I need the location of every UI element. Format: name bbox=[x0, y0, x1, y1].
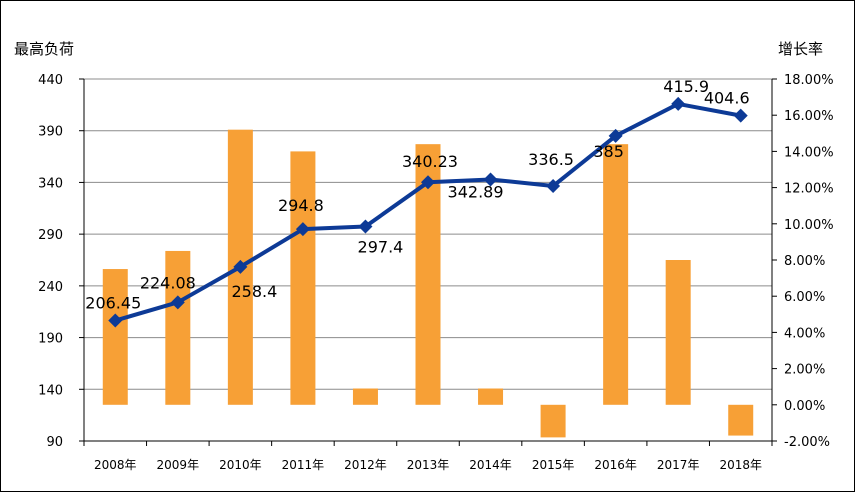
y-axis-right-title: 增长率 bbox=[778, 40, 824, 58]
y-right-tick-label: 0.00% bbox=[784, 399, 825, 414]
data-label: 294.8 bbox=[278, 196, 324, 215]
data-label: 404.6 bbox=[704, 89, 750, 108]
line-point bbox=[295, 222, 310, 237]
x-tick-label: 2011年 bbox=[282, 458, 325, 472]
x-tick-label: 2010年 bbox=[219, 458, 262, 472]
y-right-tick-label: 12.00% bbox=[784, 182, 834, 197]
data-label: 297.4 bbox=[358, 237, 404, 256]
data-label: 415.9 bbox=[663, 77, 709, 96]
line-point bbox=[671, 96, 686, 111]
y-left-tick-label: 190 bbox=[38, 332, 63, 347]
data-label: 385 bbox=[593, 142, 624, 161]
y-left-tick-label: 390 bbox=[38, 125, 63, 140]
bar bbox=[540, 404, 566, 438]
y-left-tick-label: 290 bbox=[38, 228, 63, 243]
data-label: 206.45 bbox=[85, 294, 141, 313]
bar bbox=[290, 151, 316, 405]
x-tick-label: 2015年 bbox=[532, 458, 575, 472]
x-tick-label: 2013年 bbox=[407, 458, 450, 472]
x-tick-label: 2009年 bbox=[157, 458, 200, 472]
y-left-tick-label: 140 bbox=[38, 383, 63, 398]
y-right-tick-label: 8.00% bbox=[784, 254, 825, 269]
bar bbox=[603, 144, 629, 405]
y-left-tick-label: 440 bbox=[38, 73, 63, 88]
y-right-tick-label: 16.00% bbox=[784, 109, 834, 124]
data-label: 336.5 bbox=[528, 150, 574, 169]
x-tick-label: 2017年 bbox=[657, 458, 700, 472]
x-tick-label: 2016年 bbox=[594, 458, 637, 472]
y-axis-left-title: 最高负荷 bbox=[14, 40, 75, 58]
data-label: 342.89 bbox=[448, 182, 504, 201]
y-right-tick-label: 2.00% bbox=[784, 363, 825, 378]
bar bbox=[478, 388, 504, 405]
y-right-tick-label: 6.00% bbox=[784, 290, 825, 305]
line-point bbox=[733, 108, 748, 123]
x-tick-label: 2008年 bbox=[94, 458, 137, 472]
y-right-tick-label: -2.00% bbox=[784, 435, 830, 450]
y-right-tick-label: 14.00% bbox=[784, 145, 834, 160]
line-point bbox=[546, 179, 561, 194]
data-label: 258.4 bbox=[231, 282, 277, 301]
x-tick-label: 2012年 bbox=[344, 458, 387, 472]
y-left-tick-label: 340 bbox=[38, 176, 63, 191]
bar bbox=[165, 250, 191, 405]
y-right-tick-label: 4.00% bbox=[784, 326, 825, 341]
x-tick-label: 2014年 bbox=[469, 458, 512, 472]
line-point bbox=[608, 128, 623, 143]
bar bbox=[728, 404, 754, 436]
line-point bbox=[233, 259, 248, 274]
y-right-tick-label: 18.00% bbox=[784, 73, 834, 88]
line-point bbox=[170, 295, 185, 310]
data-label: 340.23 bbox=[402, 152, 458, 171]
line-point bbox=[421, 175, 435, 190]
bar bbox=[102, 269, 128, 405]
data-label: 224.08 bbox=[140, 273, 196, 292]
bar bbox=[352, 388, 378, 405]
x-tick-label: 2018年 bbox=[719, 458, 762, 472]
y-right-tick-label: 10.00% bbox=[784, 218, 834, 233]
line-point bbox=[108, 313, 123, 328]
y-left-tick-label: 90 bbox=[46, 435, 63, 450]
bar bbox=[665, 260, 691, 405]
y-left-tick-label: 240 bbox=[38, 280, 63, 295]
line-point bbox=[483, 172, 498, 187]
line-point bbox=[358, 219, 373, 234]
